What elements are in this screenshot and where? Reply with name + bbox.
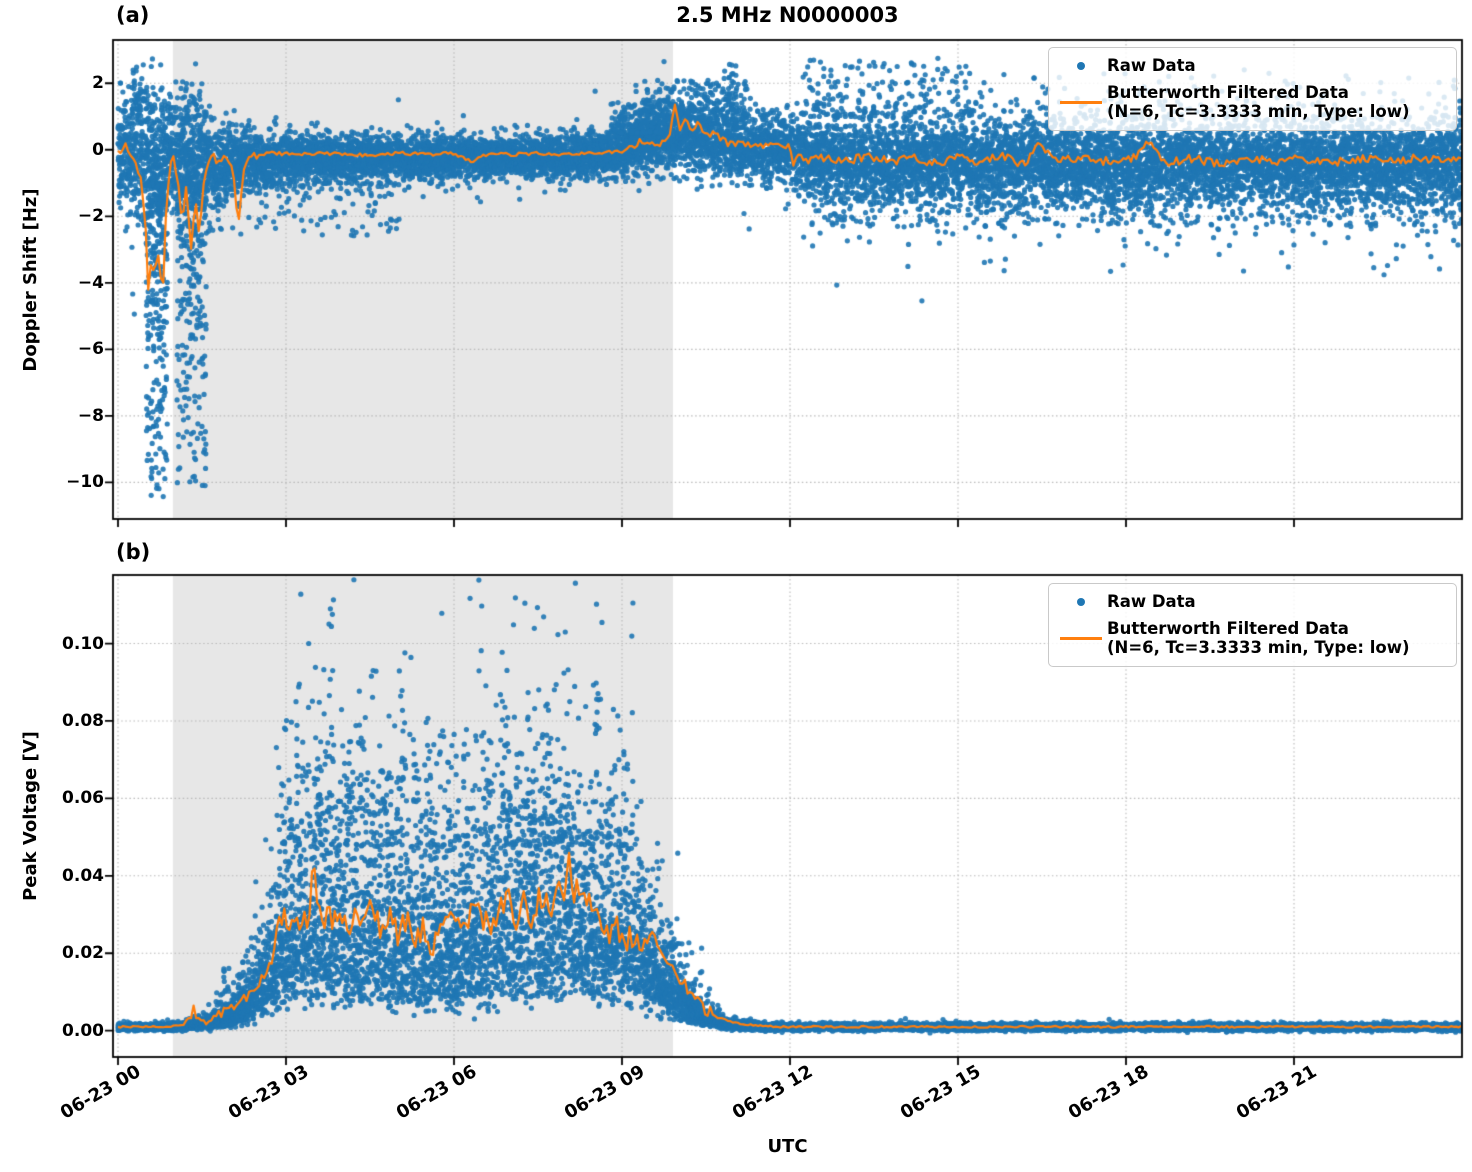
- figure-title: 2.5 MHz N0000003: [676, 3, 899, 27]
- panel-b-ytick-label: 0.06: [62, 788, 104, 809]
- panel-b-legend: Raw Data Butterworth Filtered Data (N=6, …: [1048, 583, 1457, 667]
- panel-a-label: (a): [116, 3, 150, 27]
- raw-data-marker-icon: [1077, 61, 1085, 70]
- raw-data-label: Raw Data: [1107, 592, 1196, 611]
- filtered-data-sublabel: (N=6, Tc=3.3333 min, Type: low): [1107, 102, 1410, 121]
- raw-data-label: Raw Data: [1107, 56, 1196, 75]
- legend-row-raw: Raw Data: [1055, 592, 1448, 612]
- panel-a-ytick-label: −2: [77, 206, 104, 227]
- filtered-data-marker-icon: [1060, 100, 1102, 104]
- panel-a-legend: Raw Data Butterworth Filtered Data (N=6, …: [1048, 47, 1457, 131]
- panel-a-ytick-label: −8: [77, 405, 104, 426]
- filtered-data-label: Butterworth Filtered Data: [1107, 82, 1349, 102]
- panel-b-ytick-label: 0.10: [62, 633, 104, 654]
- panel-a-ytick-label: −10: [66, 472, 104, 493]
- panel-b-ytick-label: 0.04: [62, 865, 104, 886]
- panel-a-ytick-label: −6: [77, 339, 104, 360]
- panel-b-label: (b): [116, 540, 151, 564]
- panel-a-ytick-label: 0: [92, 139, 104, 160]
- panel-a-ytick-label: 2: [92, 73, 104, 94]
- raw-data-marker-icon: [1077, 597, 1085, 606]
- panel-b-ytick-label: 0.00: [62, 1020, 104, 1041]
- panel-a-ytick-label: −4: [77, 272, 104, 293]
- legend-row-filtered: Butterworth Filtered Data (N=6, Tc=3.3333…: [1055, 619, 1448, 658]
- x-axis-label: UTC: [767, 1136, 808, 1157]
- filtered-data-sublabel: (N=6, Tc=3.3333 min, Type: low): [1107, 638, 1410, 657]
- filtered-data-label: Butterworth Filtered Data: [1107, 618, 1349, 638]
- panel-b-ytick-label: 0.02: [62, 943, 104, 964]
- legend-row-raw: Raw Data: [1055, 56, 1448, 76]
- filtered-data-marker-icon: [1060, 636, 1102, 640]
- panel-b-ytick-label: 0.08: [62, 710, 104, 731]
- legend-row-filtered: Butterworth Filtered Data (N=6, Tc=3.3333…: [1055, 83, 1448, 122]
